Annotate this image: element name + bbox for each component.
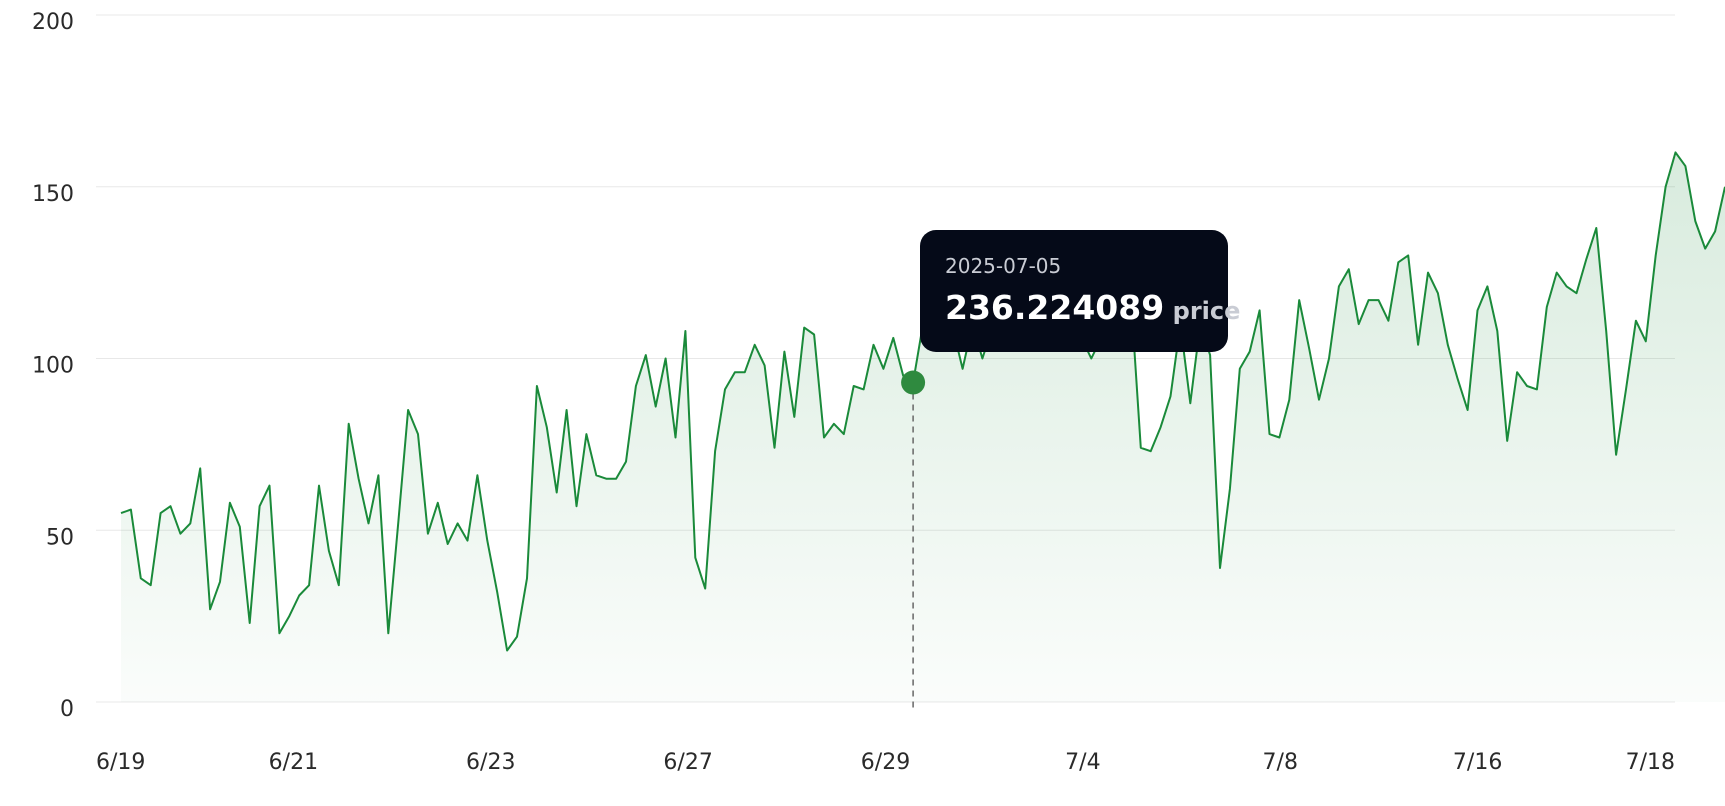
price-area-fill	[121, 152, 1725, 702]
y-tick-label: 200	[32, 10, 74, 35]
tooltip-date: 2025-07-05	[945, 254, 1062, 278]
y-tick-label: 0	[60, 697, 74, 722]
y-tick-label: 50	[46, 525, 74, 550]
x-tick-label: 7/4	[1065, 750, 1100, 775]
price-tooltip: 2025-07-05 236.224089 price	[920, 230, 1240, 352]
hover-point-marker[interactable]	[901, 370, 926, 395]
tooltip-unit-label: price	[1172, 297, 1241, 325]
x-axis: 6/19 6/21 6/23 6/27 6/29 7/4 7/8 7/16 7/18	[96, 750, 1675, 775]
x-tick-label: 6/27	[663, 750, 712, 775]
y-axis: 0 50 100 150 200	[32, 10, 74, 722]
x-tick-label: 7/8	[1263, 750, 1298, 775]
x-tick-label: 6/19	[96, 750, 145, 775]
y-tick-label: 150	[32, 182, 74, 207]
x-tick-label: 7/18	[1626, 750, 1675, 775]
tooltip-value: 236.224089	[945, 288, 1165, 327]
x-tick-label: 7/16	[1453, 750, 1502, 775]
x-tick-label: 6/29	[861, 750, 910, 775]
x-tick-label: 6/23	[466, 750, 515, 775]
y-tick-label: 100	[32, 354, 74, 379]
x-tick-label: 6/21	[269, 750, 318, 775]
